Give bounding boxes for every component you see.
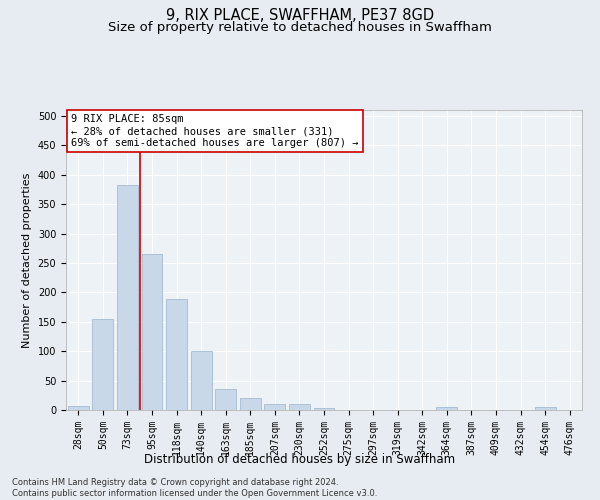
Bar <box>240 398 261 410</box>
Bar <box>436 407 457 410</box>
Bar <box>191 351 212 410</box>
Bar <box>215 390 236 410</box>
Bar <box>535 407 556 410</box>
Bar <box>314 408 334 410</box>
Bar <box>92 319 113 410</box>
Bar <box>117 184 138 410</box>
Text: Size of property relative to detached houses in Swaffham: Size of property relative to detached ho… <box>108 22 492 35</box>
Y-axis label: Number of detached properties: Number of detached properties <box>22 172 32 348</box>
Bar <box>166 300 187 410</box>
Text: Contains HM Land Registry data © Crown copyright and database right 2024.
Contai: Contains HM Land Registry data © Crown c… <box>12 478 377 498</box>
Text: 9 RIX PLACE: 85sqm
← 28% of detached houses are smaller (331)
69% of semi-detach: 9 RIX PLACE: 85sqm ← 28% of detached hou… <box>71 114 359 148</box>
Bar <box>289 404 310 410</box>
Text: Distribution of detached houses by size in Swaffham: Distribution of detached houses by size … <box>145 452 455 466</box>
Bar <box>265 404 286 410</box>
Bar <box>142 254 163 410</box>
Bar <box>68 406 89 410</box>
Text: 9, RIX PLACE, SWAFFHAM, PE37 8GD: 9, RIX PLACE, SWAFFHAM, PE37 8GD <box>166 8 434 22</box>
